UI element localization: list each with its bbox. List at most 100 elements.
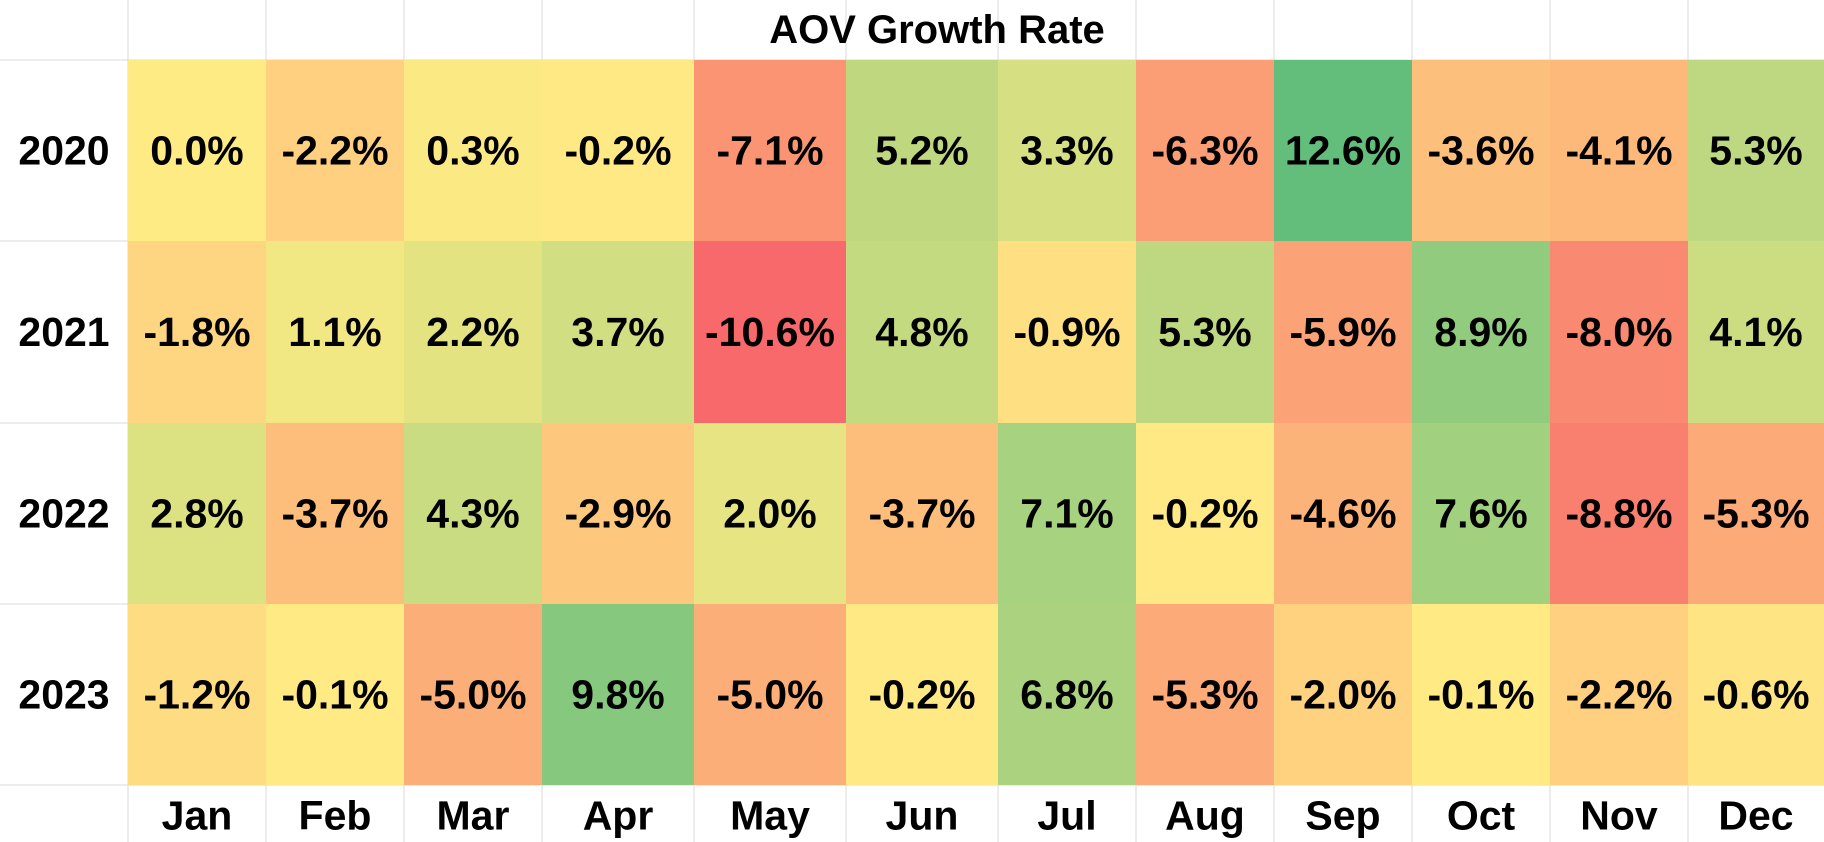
cell-value-label: 3.7% [571, 309, 664, 355]
cell-value-label: -0.2% [564, 128, 671, 174]
heatmap-cell-2023-oct [1412, 604, 1550, 785]
cell-value-label: -3.7% [868, 491, 975, 537]
cell-value-label: -1.8% [143, 309, 250, 355]
heatmap-cell-2021-jun [846, 241, 998, 423]
heatmap-cell-2022-feb [266, 423, 404, 604]
heatmap-cell-2023-apr [542, 604, 694, 785]
heatmap-cell-2020-aug [1136, 60, 1274, 241]
heatmap-cell-2020-feb [266, 60, 404, 241]
heatmap-cell-2023-jul [998, 604, 1136, 785]
cell-value-label: 5.3% [1709, 128, 1802, 174]
col-label-oct: Oct [1447, 793, 1516, 839]
heatmap-cell-2020-oct [1412, 60, 1550, 241]
cell-value-label: 0.3% [426, 128, 519, 174]
heatmap-cell-2022-mar [404, 423, 542, 604]
col-label-jan: Jan [162, 793, 233, 839]
heatmap-cell-2023-mar [404, 604, 542, 785]
heatmap-cell-2022-apr [542, 423, 694, 604]
heatmap-cell-2022-nov [1550, 423, 1688, 604]
cell-value-label: 2.8% [150, 491, 243, 537]
col-label-jun: Jun [886, 793, 959, 839]
cell-value-label: -5.0% [419, 672, 526, 718]
heatmap-cell-2022-may [694, 423, 846, 604]
cell-value-label: -3.7% [281, 491, 388, 537]
heatmap-cell-2023-sep [1274, 604, 1412, 785]
heatmap-cell-2020-jun [846, 60, 998, 241]
cell-value-label: 1.1% [288, 309, 381, 355]
cell-value-label: 4.1% [1709, 309, 1802, 355]
cell-value-label: -2.2% [281, 128, 388, 174]
chart-title: AOV Growth Rate [769, 8, 1105, 52]
cell-value-label: -8.8% [1565, 491, 1672, 537]
heatmap-cell-2022-oct [1412, 423, 1550, 604]
heatmap-cell-2020-dec [1688, 60, 1824, 241]
heatmap-cell-2020-may [694, 60, 846, 241]
heatmap-cell-2022-jan [128, 423, 266, 604]
cell-value-label: -8.0% [1565, 309, 1672, 355]
cell-value-label: 6.8% [1020, 672, 1113, 718]
cell-value-label: -10.6% [705, 309, 835, 355]
row-label-2022: 2022 [18, 491, 109, 537]
cell-value-label: 8.9% [1434, 309, 1527, 355]
heatmap-cell-2020-mar [404, 60, 542, 241]
cell-value-label: 7.6% [1434, 491, 1527, 537]
heatmap-cell-2023-dec [1688, 604, 1824, 785]
cell-value-label: -4.6% [1289, 491, 1396, 537]
cell-value-label: -0.1% [281, 672, 388, 718]
cell-value-label: -3.6% [1427, 128, 1534, 174]
heatmap-cell-2021-jul [998, 241, 1136, 423]
heatmap-cell-2021-apr [542, 241, 694, 423]
heatmap-cell-2023-nov [1550, 604, 1688, 785]
cell-value-label: 5.3% [1158, 309, 1251, 355]
cell-value-label: 5.2% [875, 128, 968, 174]
cell-value-label: 0.0% [150, 128, 243, 174]
heatmap-cell-2021-sep [1274, 241, 1412, 423]
heatmap-cell-2021-jan [128, 241, 266, 423]
heatmap-cell-2021-may [694, 241, 846, 423]
cell-value-label: -4.1% [1565, 128, 1672, 174]
cell-value-label: 7.1% [1020, 491, 1113, 537]
col-label-aug: Aug [1165, 793, 1245, 839]
cell-value-label: 12.6% [1285, 128, 1401, 174]
cell-value-label: -0.6% [1702, 672, 1809, 718]
row-label-2023: 2023 [18, 672, 109, 718]
col-label-nov: Nov [1580, 793, 1658, 839]
cell-value-label: -2.9% [564, 491, 671, 537]
heatmap-cell-2021-feb [266, 241, 404, 423]
cell-value-label: 2.0% [723, 491, 816, 537]
cell-value-label: -7.1% [716, 128, 823, 174]
heatmap-cell-2021-dec [1688, 241, 1824, 423]
cell-value-label: -2.2% [1565, 672, 1672, 718]
heatmap-cell-2021-mar [404, 241, 542, 423]
heatmap-cell-2022-aug [1136, 423, 1274, 604]
heatmap-cell-2022-jul [998, 423, 1136, 604]
heatmap-cell-2020-sep [1274, 60, 1412, 241]
heatmap-cell-2023-jun [846, 604, 998, 785]
heatmap-cell-2020-apr [542, 60, 694, 241]
heatmap-cell-2021-oct [1412, 241, 1550, 423]
heatmap-cell-2023-may [694, 604, 846, 785]
heatmap-cell-2020-jul [998, 60, 1136, 241]
cell-value-label: 4.3% [426, 491, 519, 537]
cell-value-label: 9.8% [571, 672, 664, 718]
axis-labels: 2020 2021 2022 2023 Jan Feb Mar Apr May Jun Jul Aug… [18, 128, 1793, 839]
cell-value-label: -6.3% [1151, 128, 1258, 174]
cell-value-label: 4.8% [875, 309, 968, 355]
col-label-apr: Apr [583, 793, 654, 839]
heatmap-cell-2023-feb [266, 604, 404, 785]
heatmap-cell-2022-dec [1688, 423, 1824, 604]
col-label-sep: Sep [1305, 793, 1380, 839]
cell-value-label: -0.2% [868, 672, 975, 718]
cell-value-label: -0.2% [1151, 491, 1258, 537]
cell-value-label: -0.1% [1427, 672, 1534, 718]
cell-value-label: -0.9% [1013, 309, 1120, 355]
col-label-jul: Jul [1037, 793, 1096, 839]
col-label-dec: Dec [1718, 793, 1793, 839]
cell-value-label: 3.3% [1020, 128, 1113, 174]
cell-value-label: -5.3% [1151, 672, 1258, 718]
heatmap-cell-2023-jan [128, 604, 266, 785]
row-label-2020: 2020 [18, 128, 109, 174]
heatmap-cells: 0.0% -2.2% 0.3% -0.2% -7.1% 5.2% 3.3% -6.3% 12.6… [128, 60, 1824, 785]
heatmap-cell-2020-jan [128, 60, 266, 241]
